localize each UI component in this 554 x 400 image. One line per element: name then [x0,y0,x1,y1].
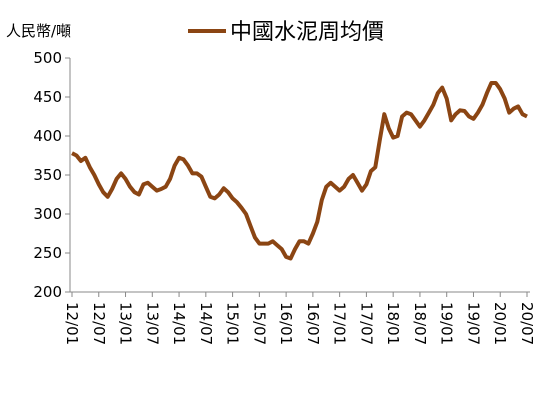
x-tick-label: 12/07 [90,302,108,345]
x-tick-label: 20/01 [491,302,509,345]
x-tick-label: 13/01 [117,302,135,345]
x-tick-label: 14/07 [197,302,215,345]
y-tick-label: 500 [33,49,62,67]
series-line [71,81,528,261]
y-tick-label: 350 [33,166,62,184]
x-tick-label: 14/01 [170,302,188,345]
x-tick-label: 16/07 [304,302,322,345]
x-tick-label: 15/07 [250,302,268,345]
x-tick-label: 17/01 [331,302,349,345]
x-tick-label: 13/07 [143,302,161,345]
x-tick-label: 17/07 [357,302,375,345]
y-tick-label: 450 [33,88,62,106]
y-tick-label: 300 [33,205,62,223]
x-tick-label: 12/01 [63,302,81,345]
y-tick-label: 200 [33,283,62,301]
y-tick-label: 400 [33,127,62,145]
x-tick-label: 19/07 [464,302,482,345]
x-tick-label: 19/01 [438,302,456,345]
x-tick-label: 15/01 [224,302,242,345]
x-tick-label: 20/07 [518,302,536,345]
x-tick-label: 16/01 [277,302,295,345]
y-tick-label: 250 [33,244,62,262]
y-axis-label: 人民幣/噸 [6,22,71,40]
x-tick-label: 18/01 [384,302,402,345]
x-tick-label: 18/07 [411,302,429,345]
legend-label: 中國水泥周均價 [230,20,384,45]
